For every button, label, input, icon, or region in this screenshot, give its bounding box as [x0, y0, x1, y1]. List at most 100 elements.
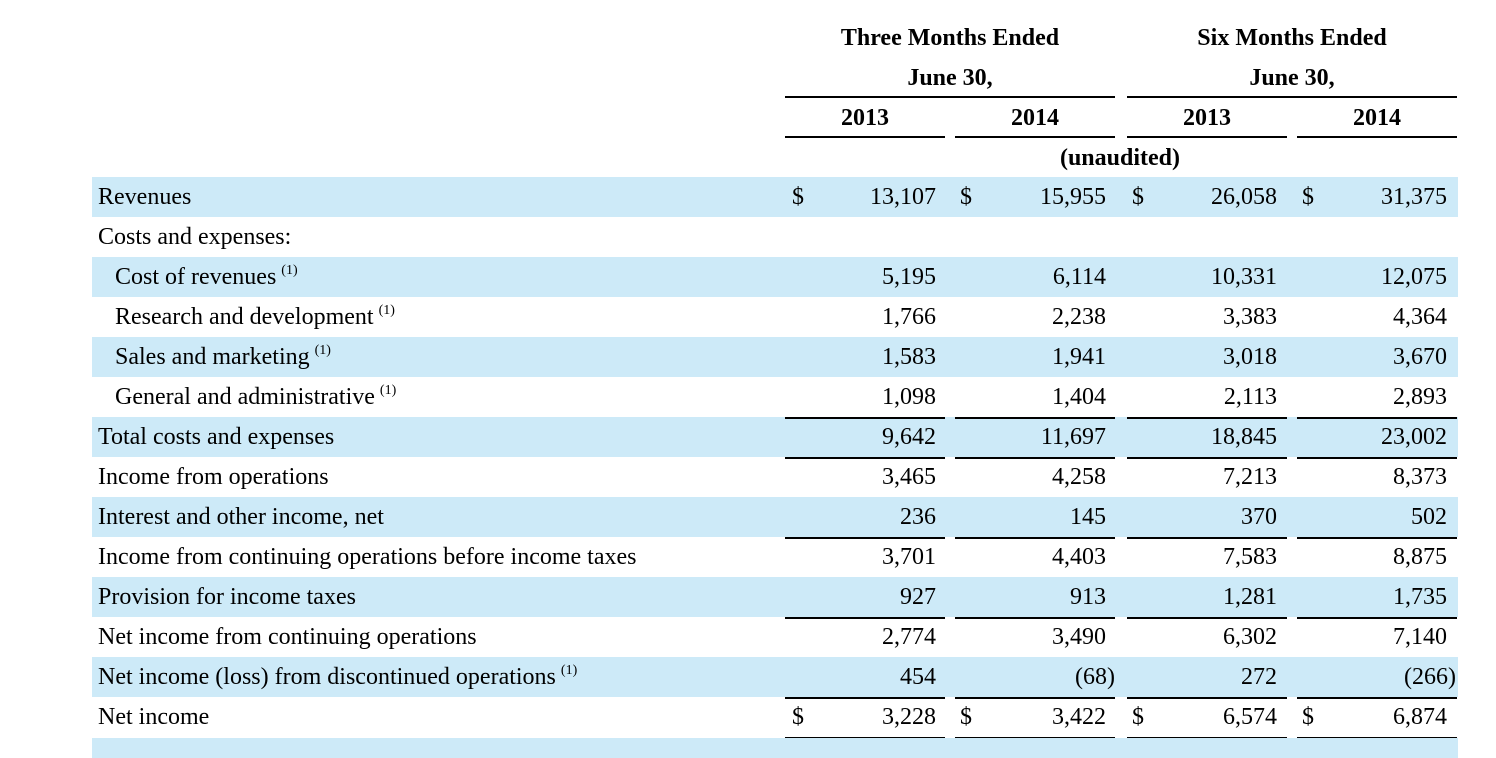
cell-value: 8,875 — [1393, 544, 1447, 570]
row-label: Costs and expenses: — [98, 217, 291, 257]
header-year: 2014 — [1353, 105, 1401, 131]
subtotal-rule — [785, 697, 945, 699]
table-row: Costs and expenses: — [92, 217, 1458, 257]
cell-value: 4,364 — [1393, 304, 1447, 330]
table-row: Revenues $13,107 $15,955 $26,058 $31,375 — [92, 177, 1458, 217]
cell-value: 2,238 — [1052, 304, 1106, 330]
subtotal-rule — [785, 617, 945, 619]
header-period-end-three: June 30, — [907, 65, 993, 91]
row-label: Total costs and expenses — [98, 417, 334, 457]
table-row: Income from operations 3,465 4,258 7,213 8,3… — [92, 457, 1458, 497]
cell-value: 1,098 — [882, 384, 936, 410]
header-year: 2013 — [1183, 105, 1231, 131]
cell-value: 2,774 — [882, 624, 936, 650]
subtotal-rule — [1297, 417, 1457, 419]
currency-symbol: $ — [1302, 184, 1314, 210]
table-row: Total costs and expenses 9,642 11,697 18,84… — [92, 417, 1458, 457]
subtotal-rule — [1297, 617, 1457, 619]
cell-value: 3,228 — [882, 704, 936, 730]
cell-value: 236 — [900, 504, 936, 530]
subtotal-rule — [785, 417, 945, 419]
cell-value: 3,701 — [882, 544, 936, 570]
row-label-text: Provision for income taxes — [98, 584, 356, 610]
row-label: Sales and marketing (1) — [115, 337, 331, 381]
currency-symbol: $ — [1132, 184, 1144, 210]
cell-value: 502 — [1411, 504, 1447, 530]
row-label-text: Net income (loss) from discontinued oper… — [98, 664, 556, 690]
year-rule — [1297, 136, 1457, 138]
row-label: Income from continuing operations before… — [98, 537, 637, 577]
table-row: Interest and other income, net 236 145 370 5… — [92, 497, 1458, 537]
cell-value: 3,490 — [1052, 624, 1106, 650]
cell-value: 26,058 — [1211, 184, 1277, 210]
subtotal-rule — [785, 537, 945, 539]
row-label-text: Sales and marketing — [115, 344, 310, 370]
cell-value: 7,583 — [1223, 544, 1277, 570]
row-label-text: Income from operations — [98, 464, 329, 490]
row-label: Cost of revenues (1) — [115, 257, 298, 301]
subtotal-rule — [955, 417, 1115, 419]
row-label-text: Cost of revenues — [115, 264, 277, 290]
cell-value: 6,302 — [1223, 624, 1277, 650]
row-label: Net income (loss) from discontinued oper… — [98, 657, 577, 701]
cell-value: 1,941 — [1052, 344, 1106, 370]
cell-value: 11,697 — [1040, 424, 1106, 450]
row-label-text: Total costs and expenses — [98, 424, 335, 450]
footnote-marker: (1) — [379, 383, 397, 398]
subtotal-rule — [955, 697, 1115, 699]
cell-value: 13,107 — [870, 184, 936, 210]
subtotal-rule — [955, 457, 1115, 459]
row-label: Research and development (1) — [115, 297, 395, 341]
currency-symbol: $ — [792, 184, 804, 210]
cell-value: 8,373 — [1393, 464, 1447, 490]
table-row: Net income $3,228 $3,422 $6,574 $6,874 — [92, 697, 1458, 737]
subtotal-rule — [1127, 617, 1287, 619]
row-label-text: Costs and expenses: — [98, 224, 292, 250]
cell-value: 4,403 — [1052, 544, 1106, 570]
cell-value: 6,114 — [1052, 264, 1106, 290]
subtotal-rule — [1127, 457, 1287, 459]
cell-value: 18,845 — [1211, 424, 1277, 450]
year-rule — [1127, 136, 1287, 138]
table-row: Provision for income taxes 927 913 1,281 1,7… — [92, 577, 1458, 617]
header-six-months: Six Months Ended — [1197, 25, 1387, 51]
cell-value: 1,583 — [882, 344, 936, 370]
cell-value: 7,140 — [1393, 624, 1447, 650]
row-label-text: Net income from continuing operations — [98, 624, 477, 650]
row-label-text: Interest and other income, net — [98, 504, 384, 530]
cell-value: 3,465 — [882, 464, 936, 490]
footnote-marker: (1) — [314, 343, 331, 358]
cell-value: (266) — [1404, 664, 1456, 690]
cell-value: 370 — [1241, 504, 1277, 530]
cell-value: 6,574 — [1223, 704, 1277, 730]
trailing-shaded-row — [92, 738, 1458, 758]
cell-value: (68) — [1075, 664, 1115, 690]
subtotal-rule — [1127, 697, 1287, 699]
footnote-marker: (1) — [281, 263, 298, 278]
table-row: Net income (loss) from discontinued oper… — [92, 657, 1458, 697]
cell-value: 2,893 — [1393, 384, 1447, 410]
subtotal-rule — [1297, 457, 1457, 459]
cell-value: 454 — [900, 664, 936, 690]
header-rule-six — [1127, 96, 1457, 98]
table-row: Research and development (1) 1,766 2,238 3,3… — [92, 297, 1458, 337]
row-label: Provision for income taxes — [98, 577, 356, 617]
currency-symbol: $ — [1132, 704, 1144, 730]
unaudited-label: (unaudited) — [1059, 145, 1181, 171]
cell-value: 10,331 — [1211, 264, 1277, 290]
row-label: Interest and other income, net — [98, 497, 384, 537]
cell-value: 3,018 — [1223, 344, 1277, 370]
cell-value: 6,874 — [1393, 704, 1447, 730]
header-period-end-six: June 30, — [1249, 65, 1335, 91]
header-year: 2014 — [1011, 105, 1059, 131]
row-label: Net income — [98, 697, 209, 737]
header-three-months: Three Months Ended — [840, 25, 1060, 51]
table-row: General and administrative (1) 1,098 1,404 2… — [92, 377, 1458, 417]
row-label-text: General and administrative — [115, 384, 375, 410]
table-row: Sales and marketing (1) 1,583 1,941 3,018 3,6… — [92, 337, 1458, 377]
header-year: 2013 — [841, 105, 889, 131]
subtotal-rule — [955, 537, 1115, 539]
row-label: Net income from continuing operations — [98, 617, 477, 657]
row-label-text: Income from continuing operations before… — [98, 544, 637, 570]
cell-value: 9,642 — [882, 424, 936, 450]
